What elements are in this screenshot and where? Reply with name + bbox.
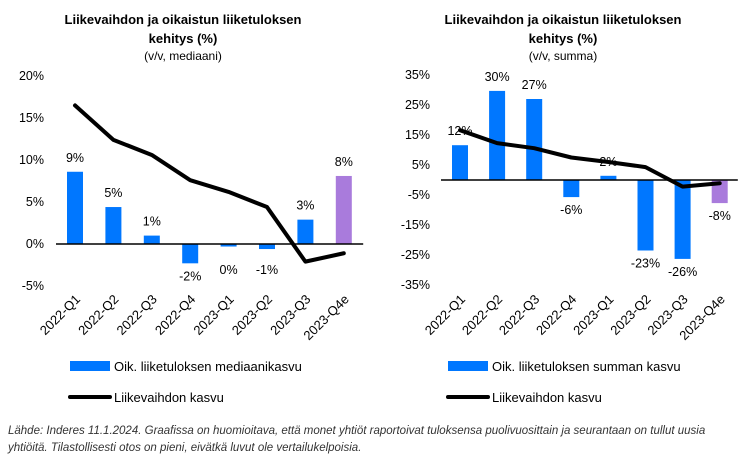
- data-label: 5%: [104, 186, 122, 200]
- data-label: 0%: [220, 263, 238, 277]
- x-tick-label: 2022-Q4: [152, 292, 198, 338]
- x-tick-label: 2023-Q1: [190, 292, 236, 338]
- data-label: -8%: [709, 209, 731, 223]
- legend-label: Oik. liiketuloksen summan kasvu: [492, 359, 681, 374]
- x-tick-label: 2023-Q2: [229, 292, 275, 338]
- bar: [143, 235, 160, 244]
- bar: [452, 145, 468, 180]
- data-label: -2%: [179, 269, 201, 283]
- bar: [674, 180, 691, 259]
- chart-title: Liikevaihdon ja oikaistun liiketuloksen: [65, 12, 302, 27]
- legend-swatch-bar: [448, 361, 488, 371]
- legend-label: Liikevaihdon kasvu: [114, 390, 224, 405]
- chart-subtitle: (v/v, mediaani): [144, 49, 222, 63]
- bar: [600, 175, 617, 180]
- y-tick-label: 35%: [405, 68, 430, 82]
- data-label: 30%: [485, 70, 510, 84]
- y-tick-label: 15%: [405, 128, 430, 142]
- chart-title: Liikevaihdon ja oikaistun liiketuloksen: [445, 12, 682, 27]
- data-label: 9%: [66, 151, 84, 165]
- y-tick-label: 0%: [26, 237, 44, 251]
- legend-label: Liikevaihdon kasvu: [492, 390, 602, 405]
- y-tick-label: 10%: [19, 153, 44, 167]
- source-footnote: Lähde: Inderes 11.1.2024. Graafissa on h…: [8, 425, 706, 454]
- chart-title: kehitys (%): [149, 31, 218, 46]
- bar: [711, 180, 728, 204]
- x-tick-label: 2022-Q2: [75, 292, 121, 338]
- y-tick-label: 5%: [412, 158, 430, 172]
- x-tick-label: 2022-Q3: [114, 292, 160, 338]
- line-series: [458, 128, 722, 189]
- bar: [182, 244, 199, 264]
- bar: [105, 207, 122, 244]
- chart-title: kehitys (%): [529, 31, 598, 46]
- chart-subtitle: (v/v, summa): [529, 49, 597, 63]
- y-tick-label: 5%: [26, 195, 44, 209]
- y-tick-label: 25%: [405, 98, 430, 112]
- data-label: -6%: [560, 203, 582, 217]
- bar: [526, 99, 543, 180]
- y-tick-label: 15%: [19, 111, 44, 125]
- y-tick-label: -35%: [401, 278, 430, 292]
- data-label: 3%: [296, 199, 314, 213]
- y-tick-label: 20%: [19, 69, 44, 83]
- bar: [335, 175, 352, 244]
- bar: [297, 219, 314, 244]
- bar: [259, 244, 275, 250]
- y-tick-label: -15%: [401, 218, 430, 232]
- y-tick-label: -5%: [22, 279, 44, 293]
- bar: [637, 180, 654, 251]
- data-label: 1%: [143, 215, 161, 229]
- legend-swatch-bar: [70, 361, 110, 371]
- x-tick-label: 2022-Q1: [37, 292, 83, 338]
- data-label: -26%: [668, 265, 697, 279]
- data-label: -23%: [631, 257, 660, 271]
- bar: [220, 244, 237, 247]
- data-label: 8%: [335, 155, 353, 169]
- data-label: -1%: [256, 263, 278, 277]
- y-tick-label: -25%: [401, 248, 430, 262]
- bar: [67, 171, 83, 244]
- bar: [489, 90, 506, 180]
- line-series: [73, 103, 346, 264]
- legend-label: Oik. liiketuloksen mediaanikasvu: [114, 359, 302, 374]
- y-tick-label: -5%: [408, 188, 430, 202]
- data-label: 27%: [522, 78, 547, 92]
- bar: [563, 180, 580, 198]
